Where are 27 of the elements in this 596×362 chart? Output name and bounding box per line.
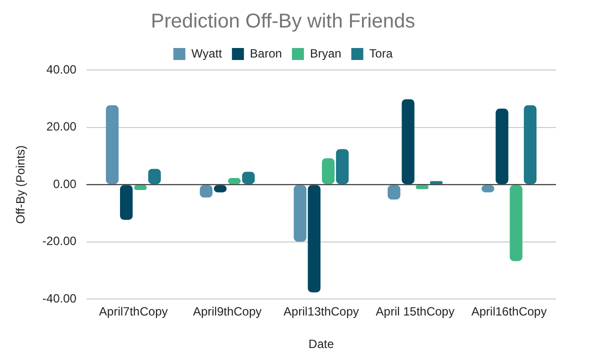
y-axis-title: Off-By (Points) [14,145,28,224]
x-tick-label: April7thCopy [99,304,168,319]
y-tick-label: 40.00 [46,62,77,76]
legend-label: Bryan [310,46,342,60]
chart-title: Prediction Off-By with Friends [150,10,416,33]
y-tick-label: -20.00 [42,234,77,248]
bar [524,105,537,184]
bar [322,158,335,184]
legend-label: Baron [250,46,282,60]
bar [496,108,508,184]
bar [510,185,522,262]
y-tick-label: 20.00 [46,120,77,134]
x-tick-label: April16thCopy [471,304,547,319]
x-axis-title: Date [308,337,334,352]
x-tick-label: April 15thCopy [376,304,454,319]
x-tick-label: April9thCopy [192,304,262,319]
legend-label: Tora [369,46,393,60]
bar [120,185,133,220]
x-tick-label: April13thCopy [284,304,359,319]
bar [294,185,306,242]
bar [106,105,119,184]
bar [336,149,349,184]
y-tick-label: 0.00 [53,176,77,191]
legend-label: Wyatt [191,46,223,60]
y-tick-label: -40.00 [42,292,77,306]
bar [308,185,321,292]
bar [402,99,414,184]
